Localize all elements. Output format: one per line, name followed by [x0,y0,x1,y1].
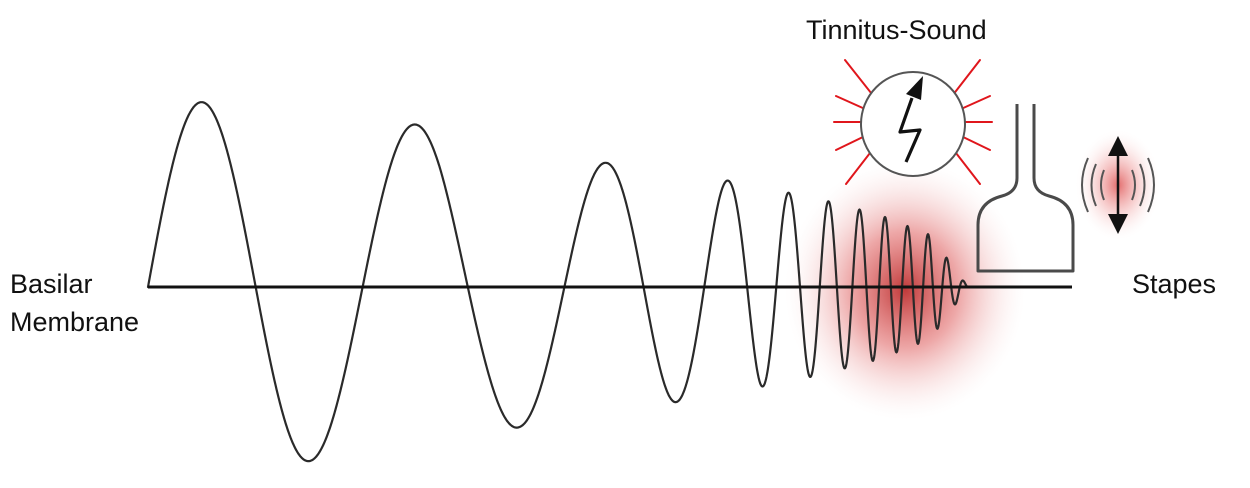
resonance-glow [785,160,1025,420]
double-arrow-icon [1108,136,1128,234]
tinnitus-symbol [833,59,993,185]
stapes-icon [976,104,1075,273]
basilar-membrane-label-line1: Basilar [10,269,93,299]
basilar-membrane-label-line2: Membrane [10,307,140,337]
vibration-indicator [1076,130,1160,240]
travelling-wave [146,101,970,463]
tinnitus-sound-label: Tinnitus-Sound [806,15,987,45]
stapes-label: Stapes [1132,269,1217,299]
lightning-arrow-icon [898,76,923,163]
